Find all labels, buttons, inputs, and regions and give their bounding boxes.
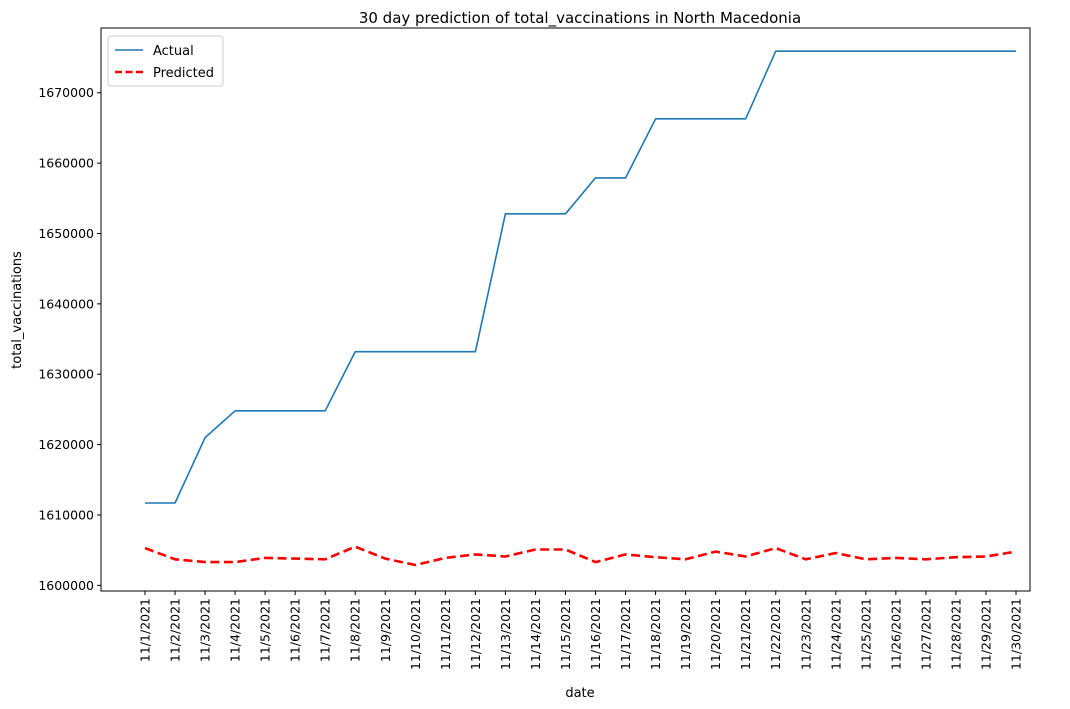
x-tick-label: 11/25/2021: [858, 598, 873, 670]
x-tick-label: 11/22/2021: [768, 598, 783, 670]
x-tick-label: 11/29/2021: [978, 598, 993, 670]
plot-area: [100, 27, 1031, 592]
y-tick-label: 1640000: [38, 296, 94, 311]
chart-title: 30 day prediction of total_vaccinations …: [359, 9, 801, 28]
x-tick-label: 11/19/2021: [678, 598, 693, 670]
y-tick-label: 1660000: [38, 156, 94, 171]
y-axis-label: total_vaccinations: [10, 251, 25, 369]
x-tick-label: 11/12/2021: [468, 598, 483, 670]
x-tick-label: 11/7/2021: [318, 598, 333, 662]
x-tick-label: 11/18/2021: [648, 598, 663, 670]
x-tick-label: 11/5/2021: [258, 598, 273, 662]
x-tick-label: 11/1/2021: [138, 598, 153, 662]
x-tick-label: 11/8/2021: [348, 598, 363, 662]
x-tick-label: 11/20/2021: [708, 598, 723, 670]
y-tick-label: 1620000: [38, 437, 94, 452]
x-tick-label: 11/28/2021: [948, 598, 963, 670]
y-tick-label: 1650000: [38, 226, 94, 241]
x-tick-label: 11/16/2021: [588, 598, 603, 670]
x-tick-label: 11/9/2021: [378, 598, 393, 662]
x-tick-label: 11/17/2021: [618, 598, 633, 670]
x-tick-label: 11/4/2021: [228, 598, 243, 662]
x-axis-label: date: [565, 686, 594, 701]
x-tick-label: 11/2/2021: [168, 598, 183, 662]
y-tick-label: 1600000: [38, 578, 94, 593]
legend: Actual Predicted: [107, 35, 224, 87]
x-tick-label: 11/11/2021: [438, 598, 453, 670]
legend-label-predicted: Predicted: [153, 66, 214, 81]
legend-label-actual: Actual: [153, 44, 194, 59]
x-tick-label: 11/23/2021: [798, 598, 813, 670]
x-tick-label: 11/27/2021: [918, 598, 933, 670]
x-tick-label: 11/14/2021: [528, 598, 543, 670]
y-axis: 1600000 1610000 1620000 1630000 1640000 16500…: [38, 85, 101, 593]
y-tick-label: 1610000: [38, 507, 94, 522]
x-tick-label: 11/30/2021: [1009, 598, 1024, 670]
x-tick-label: 11/13/2021: [498, 598, 513, 670]
x-axis: 11/1/2021 11/2/2021 11/3/2021 11/4/2021 11/5…: [138, 591, 1024, 670]
y-tick-label: 1630000: [38, 367, 94, 382]
x-tick-label: 11/10/2021: [408, 598, 423, 670]
x-tick-label: 11/15/2021: [558, 598, 573, 670]
series-layer: [144, 50, 1017, 567]
x-tick-label: 11/24/2021: [828, 598, 843, 670]
x-tick-label: 11/3/2021: [198, 598, 213, 662]
series-line-actual: [145, 50, 1016, 504]
x-tick-label: 11/6/2021: [288, 598, 303, 662]
y-tick-label: 1670000: [38, 85, 94, 100]
x-tick-label: 11/21/2021: [738, 598, 753, 670]
series-line-predicted: [144, 545, 1017, 567]
legend-box: [107, 35, 224, 87]
x-tick-label: 11/26/2021: [888, 598, 903, 670]
